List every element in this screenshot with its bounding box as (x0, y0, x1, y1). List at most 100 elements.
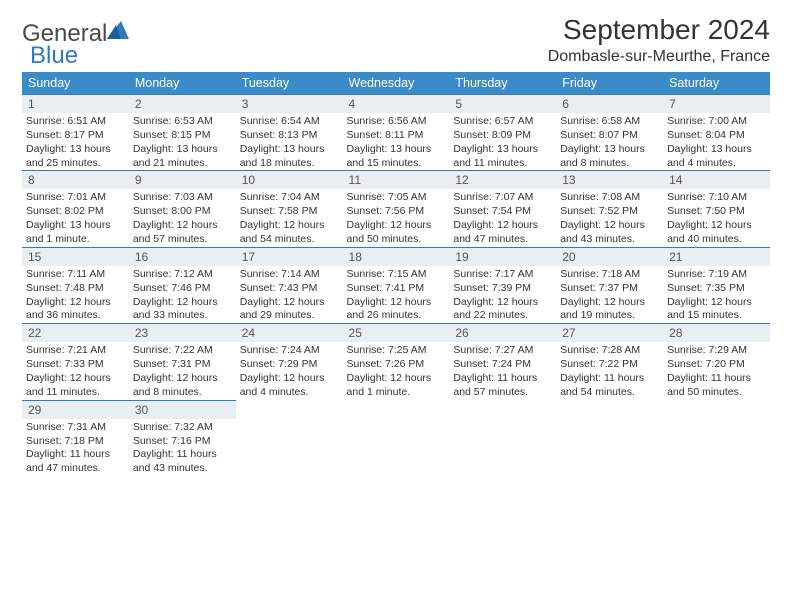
calendar-cell: 21Sunrise: 7:19 AMSunset: 7:35 PMDayligh… (663, 247, 770, 323)
day-number: 3 (236, 94, 343, 113)
sunset-line: Sunset: 7:48 PM (26, 282, 125, 296)
sunrise-line: Sunrise: 7:19 AM (667, 268, 766, 282)
sunrise-line: Sunrise: 7:22 AM (133, 344, 232, 358)
daylight-line: Daylight: 12 hours (347, 296, 446, 310)
daylight-line: Daylight: 12 hours (453, 219, 552, 233)
daylight-line: Daylight: 12 hours (667, 219, 766, 233)
day-details: Sunrise: 7:05 AMSunset: 7:56 PMDaylight:… (343, 189, 450, 246)
calendar-cell (556, 400, 663, 476)
day-details: Sunrise: 7:07 AMSunset: 7:54 PMDaylight:… (449, 189, 556, 246)
sunrise-line: Sunrise: 7:31 AM (26, 421, 125, 435)
daylight-line: Daylight: 13 hours (347, 143, 446, 157)
day-number: 30 (129, 400, 236, 419)
sunset-line: Sunset: 7:20 PM (667, 358, 766, 372)
daylight-line: and 26 minutes. (347, 309, 446, 323)
daylight-line: Daylight: 12 hours (133, 372, 232, 386)
sunset-line: Sunset: 7:37 PM (560, 282, 659, 296)
calendar-cell: 2Sunrise: 6:53 AMSunset: 8:15 PMDaylight… (129, 94, 236, 170)
daylight-line: Daylight: 11 hours (560, 372, 659, 386)
day-details: Sunrise: 7:32 AMSunset: 7:16 PMDaylight:… (129, 419, 236, 476)
day-details: Sunrise: 6:58 AMSunset: 8:07 PMDaylight:… (556, 113, 663, 170)
day-details: Sunrise: 7:27 AMSunset: 7:24 PMDaylight:… (449, 342, 556, 399)
sunset-line: Sunset: 7:46 PM (133, 282, 232, 296)
daylight-line: Daylight: 13 hours (667, 143, 766, 157)
daylight-line: Daylight: 12 hours (453, 296, 552, 310)
calendar-week-row: 29Sunrise: 7:31 AMSunset: 7:18 PMDayligh… (22, 400, 770, 476)
sunset-line: Sunset: 7:26 PM (347, 358, 446, 372)
daylight-line: Daylight: 12 hours (560, 219, 659, 233)
day-details: Sunrise: 6:51 AMSunset: 8:17 PMDaylight:… (22, 113, 129, 170)
sunrise-line: Sunrise: 7:25 AM (347, 344, 446, 358)
sunset-line: Sunset: 8:04 PM (667, 129, 766, 143)
daylight-line: and 11 minutes. (453, 157, 552, 171)
sunrise-line: Sunrise: 6:54 AM (240, 115, 339, 129)
sunset-line: Sunset: 8:09 PM (453, 129, 552, 143)
daylight-line: and 57 minutes. (133, 233, 232, 247)
daylight-line: Daylight: 11 hours (667, 372, 766, 386)
month-title: September 2024 (548, 14, 770, 46)
logo-word2: Blue (30, 42, 78, 69)
daylight-line: and 36 minutes. (26, 309, 125, 323)
day-details: Sunrise: 7:08 AMSunset: 7:52 PMDaylight:… (556, 189, 663, 246)
calendar-cell: 13Sunrise: 7:08 AMSunset: 7:52 PMDayligh… (556, 170, 663, 246)
day-details: Sunrise: 7:15 AMSunset: 7:41 PMDaylight:… (343, 266, 450, 323)
daylight-line: and 43 minutes. (133, 462, 232, 476)
sunset-line: Sunset: 7:41 PM (347, 282, 446, 296)
daylight-line: Daylight: 13 hours (26, 143, 125, 157)
sunrise-line: Sunrise: 7:12 AM (133, 268, 232, 282)
calendar-cell: 12Sunrise: 7:07 AMSunset: 7:54 PMDayligh… (449, 170, 556, 246)
daylight-line: and 54 minutes. (560, 386, 659, 400)
calendar-cell: 22Sunrise: 7:21 AMSunset: 7:33 PMDayligh… (22, 323, 129, 399)
daylight-line: Daylight: 11 hours (26, 448, 125, 462)
day-details: Sunrise: 7:28 AMSunset: 7:22 PMDaylight:… (556, 342, 663, 399)
calendar-cell: 29Sunrise: 7:31 AMSunset: 7:18 PMDayligh… (22, 400, 129, 476)
sunrise-line: Sunrise: 7:29 AM (667, 344, 766, 358)
daylight-line: Daylight: 12 hours (240, 372, 339, 386)
daylight-line: and 8 minutes. (133, 386, 232, 400)
sunset-line: Sunset: 8:00 PM (133, 205, 232, 219)
calendar-cell: 1Sunrise: 6:51 AMSunset: 8:17 PMDaylight… (22, 94, 129, 170)
sunset-line: Sunset: 7:52 PM (560, 205, 659, 219)
sunset-line: Sunset: 7:35 PM (667, 282, 766, 296)
day-number: 26 (449, 323, 556, 342)
daylight-line: and 18 minutes. (240, 157, 339, 171)
daylight-line: and 4 minutes. (667, 157, 766, 171)
day-details: Sunrise: 7:04 AMSunset: 7:58 PMDaylight:… (236, 189, 343, 246)
calendar-cell: 18Sunrise: 7:15 AMSunset: 7:41 PMDayligh… (343, 247, 450, 323)
day-details: Sunrise: 7:11 AMSunset: 7:48 PMDaylight:… (22, 266, 129, 323)
logo-triangle-icon (107, 21, 129, 44)
day-number: 22 (22, 323, 129, 342)
sunset-line: Sunset: 7:18 PM (26, 435, 125, 449)
day-number: 18 (343, 247, 450, 266)
calendar-week-row: 15Sunrise: 7:11 AMSunset: 7:48 PMDayligh… (22, 247, 770, 323)
day-number: 11 (343, 170, 450, 189)
sunset-line: Sunset: 7:56 PM (347, 205, 446, 219)
daylight-line: and 4 minutes. (240, 386, 339, 400)
sunset-line: Sunset: 7:50 PM (667, 205, 766, 219)
sunrise-line: Sunrise: 7:08 AM (560, 191, 659, 205)
day-details: Sunrise: 6:57 AMSunset: 8:09 PMDaylight:… (449, 113, 556, 170)
sunrise-line: Sunrise: 7:15 AM (347, 268, 446, 282)
sunrise-line: Sunrise: 7:24 AM (240, 344, 339, 358)
day-details: Sunrise: 7:03 AMSunset: 8:00 PMDaylight:… (129, 189, 236, 246)
day-number: 1 (22, 94, 129, 113)
day-number: 14 (663, 170, 770, 189)
day-details: Sunrise: 7:19 AMSunset: 7:35 PMDaylight:… (663, 266, 770, 323)
daylight-line: and 57 minutes. (453, 386, 552, 400)
calendar-cell: 28Sunrise: 7:29 AMSunset: 7:20 PMDayligh… (663, 323, 770, 399)
weekday-header-row: Sunday Monday Tuesday Wednesday Thursday… (22, 72, 770, 94)
day-number: 9 (129, 170, 236, 189)
sunrise-line: Sunrise: 7:32 AM (133, 421, 232, 435)
calendar-cell: 9Sunrise: 7:03 AMSunset: 8:00 PMDaylight… (129, 170, 236, 246)
daylight-line: Daylight: 12 hours (26, 372, 125, 386)
day-number: 20 (556, 247, 663, 266)
sunrise-line: Sunrise: 7:27 AM (453, 344, 552, 358)
sunrise-line: Sunrise: 7:17 AM (453, 268, 552, 282)
daylight-line: Daylight: 12 hours (133, 219, 232, 233)
calendar-cell: 5Sunrise: 6:57 AMSunset: 8:09 PMDaylight… (449, 94, 556, 170)
calendar-cell: 15Sunrise: 7:11 AMSunset: 7:48 PMDayligh… (22, 247, 129, 323)
daylight-line: and 1 minute. (26, 233, 125, 247)
location: Dombasle-sur-Meurthe, France (548, 48, 770, 66)
sunrise-line: Sunrise: 7:21 AM (26, 344, 125, 358)
calendar-week-row: 1Sunrise: 6:51 AMSunset: 8:17 PMDaylight… (22, 94, 770, 170)
